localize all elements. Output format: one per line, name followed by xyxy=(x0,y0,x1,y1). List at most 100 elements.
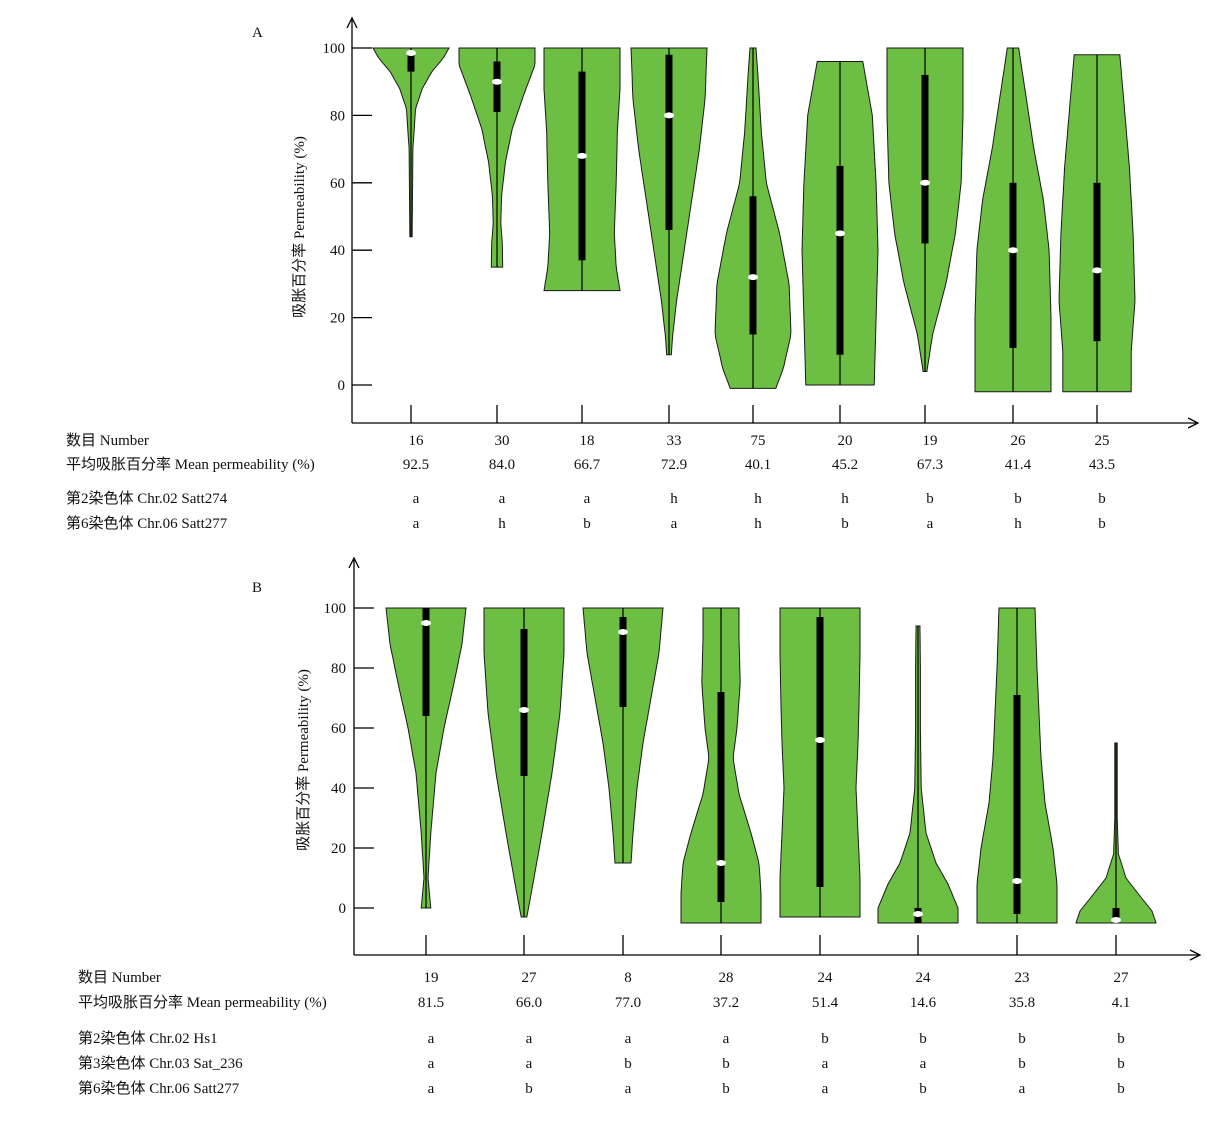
panel-b-genotype: a xyxy=(822,1056,829,1072)
panel-b-group-number: 27 xyxy=(522,970,538,986)
panel-a-marker-row-label-chr02: 第2染色体 Chr.02 Satt274 xyxy=(66,489,228,507)
panel-a-data-table: 数目 Number 平均吸胀百分率 Mean permeability (%) … xyxy=(66,432,1115,532)
panel-a-axes xyxy=(346,16,1200,429)
panel-a-genotype: h xyxy=(754,491,762,507)
panel-a-median-marker xyxy=(406,50,416,57)
panel-a-iqr-box xyxy=(1009,182,1017,348)
panel-b-group-mean: 14.6 xyxy=(910,995,937,1011)
panel-a-median-marker xyxy=(1008,247,1018,254)
panel-b-group-number: 27 xyxy=(1114,970,1130,986)
panel-a-y-tick-label: 80 xyxy=(330,108,345,124)
panel-a-group-number: 19 xyxy=(923,433,938,449)
panel-a-mean-row-label: 平均吸胀百分率 Mean permeability (%) xyxy=(66,456,315,473)
panel-a-label: A xyxy=(252,25,263,41)
panel-b-y-tick-label: 100 xyxy=(324,601,347,617)
panel-a-genotype: h xyxy=(841,491,849,507)
panel-b-mean-row-label: 平均吸胀百分率 Mean permeability (%) xyxy=(78,994,327,1011)
panel-b-y-tick-label: 20 xyxy=(331,841,346,857)
panel-a-group-mean: 92.5 xyxy=(403,457,429,473)
panel-a-y-tick-label: 60 xyxy=(330,176,345,192)
panel-b-iqr-box xyxy=(717,692,725,902)
panel-a-median-marker xyxy=(664,112,674,119)
panel-a-genotype: a xyxy=(413,491,420,507)
panel-b-y-tick-label: 60 xyxy=(331,721,346,737)
panel-a-group-mean: 45.2 xyxy=(832,457,858,473)
panel-a-genotype: h xyxy=(1014,516,1022,532)
panel-a-group-number: 20 xyxy=(838,433,853,449)
panel-b-genotype: b xyxy=(1117,1031,1125,1047)
panel-b-y-tick-label: 0 xyxy=(339,901,347,917)
panel-b-data-table: 数目 Number 平均吸胀百分率 Mean permeability (%) … xyxy=(78,969,1130,1097)
panel-b-iqr-box xyxy=(1112,908,1120,923)
panel-a-y-axis-arrow xyxy=(346,16,358,29)
panel-b-genotype: b xyxy=(722,1081,730,1097)
panel-b-axes xyxy=(348,556,1202,961)
panel-a-group-number: 30 xyxy=(495,433,510,449)
panel-b-median-marker xyxy=(1111,917,1121,923)
panel-b-genotype: b xyxy=(722,1056,730,1072)
panel-a-genotype: a xyxy=(499,491,506,507)
panel-a-genotype: h xyxy=(498,516,506,532)
panel-a-group-number: 26 xyxy=(1011,433,1027,449)
panel-b-iqr-box xyxy=(619,617,627,707)
panel-b-y-ticks: 0 20 40 60 80 100 xyxy=(324,601,374,917)
panel-a-iqr-box xyxy=(578,71,586,261)
panel-b-group-number: 28 xyxy=(719,970,734,986)
panel-a-group-number: 16 xyxy=(409,433,425,449)
panel-b-genotype: b xyxy=(624,1056,632,1072)
panel-b-group-mean: 51.4 xyxy=(812,995,839,1011)
panel-a-genotype: a xyxy=(413,516,420,532)
panel-b-genotype: b xyxy=(1018,1031,1026,1047)
panel-b-violins xyxy=(385,607,1157,924)
panel-b-genotype: a xyxy=(526,1056,533,1072)
panel-a-group-mean: 72.9 xyxy=(661,457,687,473)
panel-b-group-mean: 81.5 xyxy=(418,995,444,1011)
panel-b-y-tick-label: 40 xyxy=(331,781,346,797)
panel-b-marker-row-label-chr03: 第3染色体 Chr.03 Sat_236 xyxy=(78,1054,243,1072)
panel-b-genotype: a xyxy=(428,1031,435,1047)
panel-b-marker-row-label-chr06: 第6染色体 Chr.06 Satt277 xyxy=(78,1079,240,1097)
panel-a-y-ticks: 0 20 40 60 80 100 xyxy=(323,41,372,394)
panel-b-number-row-label: 数目 Number xyxy=(78,969,161,986)
panel-b-genotype: b xyxy=(919,1081,927,1097)
panel-a-median-marker xyxy=(1092,267,1102,274)
panel-b-median-marker xyxy=(519,707,529,713)
panel-a-median-marker xyxy=(835,230,845,237)
panel-a-y-tick-label: 0 xyxy=(338,378,346,394)
panel-b-group-mean: 4.1 xyxy=(1112,995,1131,1011)
panel-b-genotype: a xyxy=(625,1031,632,1047)
panel-a-group-mean: 43.5 xyxy=(1089,457,1115,473)
panel-b-median-marker xyxy=(815,737,825,743)
panel-b-median-marker xyxy=(618,629,628,635)
panel-a-number-row-label: 数目 Number xyxy=(66,432,149,449)
panel-a-genotype: h xyxy=(670,491,678,507)
panel-b-group-number: 24 xyxy=(818,970,834,986)
panel-a-genotype: a xyxy=(584,491,591,507)
panel-b-genotype: a xyxy=(428,1081,435,1097)
panel-a-violins xyxy=(372,47,1136,393)
panel-b-genotype: a xyxy=(625,1081,632,1097)
panel-a-iqr-box xyxy=(749,196,757,335)
panel-b-group-number: 23 xyxy=(1015,970,1030,986)
panel-a-group-number: 25 xyxy=(1095,433,1110,449)
panel-a-genotype: a xyxy=(927,516,934,532)
panel-a-group-number: 75 xyxy=(751,433,766,449)
panel-b-iqr-box xyxy=(422,608,430,716)
panel-a-x-axis-arrow xyxy=(1187,417,1200,429)
panel-b-genotype: a xyxy=(526,1031,533,1047)
panel-b-group-number: 24 xyxy=(916,970,932,986)
panel-b-group-number: 8 xyxy=(624,970,632,986)
panel-b-y-axis-title: 吸胀百分率 Permeability (%) xyxy=(295,669,312,851)
panel-b-genotype: b xyxy=(1117,1056,1125,1072)
panel-a-marker-row-label-chr06: 第6染色体 Chr.06 Satt277 xyxy=(66,514,228,532)
panel-b-group-mean: 77.0 xyxy=(615,995,641,1011)
panel-a-genotype: b xyxy=(841,516,849,532)
panel-b-group-mean: 35.8 xyxy=(1009,995,1035,1011)
panel-b-x-axis-arrow xyxy=(1189,949,1202,961)
panel-a-group-mean: 67.3 xyxy=(917,457,943,473)
panel-b-y-axis-arrow xyxy=(348,556,360,569)
panel-a-y-tick-label: 100 xyxy=(323,41,346,57)
panel-a-genotype: b xyxy=(1098,491,1106,507)
panel-b-iqr-box xyxy=(816,617,824,887)
